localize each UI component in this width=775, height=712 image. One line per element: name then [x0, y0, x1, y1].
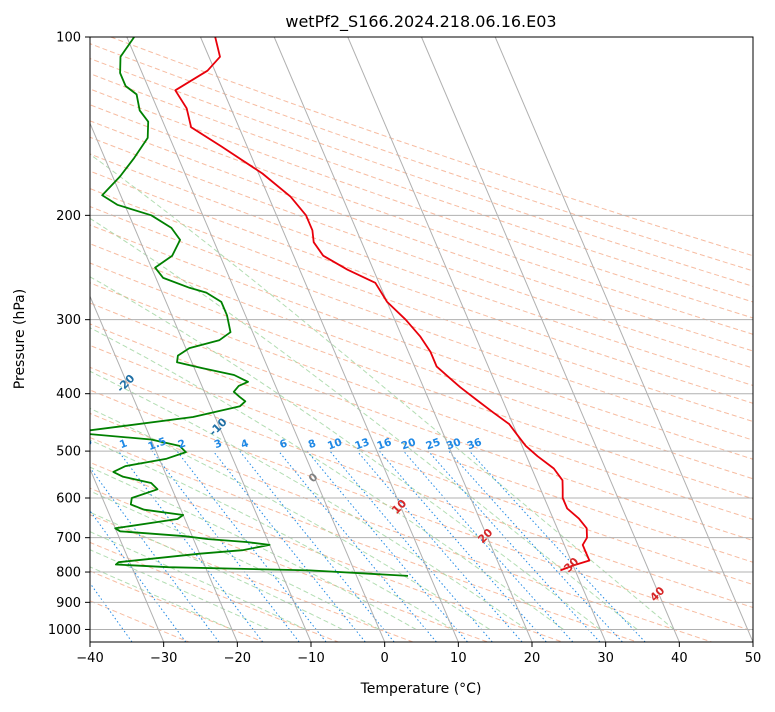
x-tick-label: 0 [381, 651, 389, 666]
y-tick-label: 600 [56, 492, 81, 507]
y-tick-label: 400 [56, 387, 81, 402]
x-tick-label: −40 [76, 651, 103, 666]
y-tick-label: 900 [56, 596, 81, 611]
x-tick-label: −10 [297, 651, 324, 666]
x-tick-label: −20 [224, 651, 251, 666]
y-tick-label: 1000 [48, 623, 81, 638]
x-tick-label: 20 [524, 651, 541, 666]
y-tick-label: 800 [56, 566, 81, 581]
x-tick-label: 40 [671, 651, 688, 666]
y-tick-label: 100 [56, 31, 81, 46]
y-axis-label: Pressure (hPa) [12, 289, 28, 389]
x-tick-label: −30 [150, 651, 177, 666]
y-tick-label: 200 [56, 209, 81, 224]
x-tick-label: 50 [745, 651, 762, 666]
x-tick-label: 10 [450, 651, 467, 666]
x-axis-label: Temperature (°C) [360, 681, 482, 697]
x-tick-label: 30 [597, 651, 614, 666]
y-tick-label: 500 [56, 445, 81, 460]
y-tick-label: 300 [56, 313, 81, 328]
y-tick-label: 700 [56, 531, 81, 546]
chart-title: wetPf2_S166.2024.218.06.16.E03 [285, 12, 556, 32]
